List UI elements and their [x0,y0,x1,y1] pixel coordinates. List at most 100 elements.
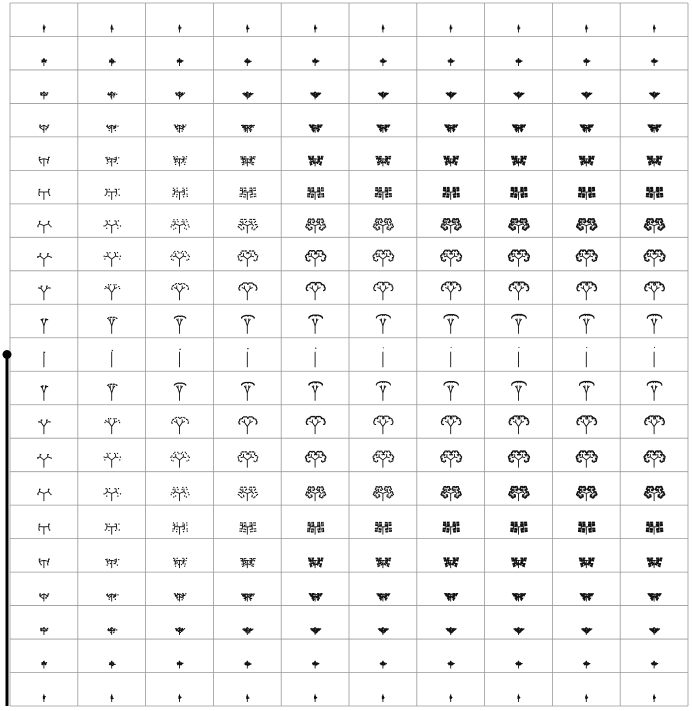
tree-leaves [646,155,663,166]
tree-leaves [440,249,463,262]
tree-cell [515,660,523,669]
tree-leaves [43,26,46,28]
tree-cell [171,282,190,301]
tree-trunk [240,453,255,468]
tree-leaves [40,318,49,321]
tree-trunk [241,523,253,535]
tree-leaves [307,155,324,166]
tree-leaves [238,282,258,291]
tree-trunk [172,220,187,234]
tree-cell [578,155,595,167]
tree-cell [372,486,394,502]
tree-cell [179,348,181,368]
tree-trunk [39,593,49,602]
tree-leaves [247,348,249,350]
tree-cell [377,91,389,100]
tree-leaves [578,557,595,568]
tree-leaves [305,281,326,292]
tree-cell [575,218,598,234]
slider-handle[interactable] [2,350,12,359]
tree-leaves [443,557,459,568]
tree-leaves [315,347,317,349]
tree-cell [583,58,591,66]
tree-leaves [238,416,258,425]
tree-cell [110,24,114,33]
tree-cell [508,485,530,502]
tree-cell [38,156,50,167]
tree-leaves [583,662,591,666]
tree-cell [240,381,255,401]
tree-cell [508,415,530,435]
tree-cell [443,155,459,167]
tree-trunk [37,488,51,502]
tree-leaves [372,450,395,463]
tree-cell [37,488,52,502]
tree-cell [110,694,114,702]
tree-leaves [576,415,598,426]
tree-cell [648,91,661,100]
tree-trunk [241,419,253,435]
tree-leaves [377,628,389,634]
tree-cell [585,694,589,702]
tree-leaves [40,92,49,97]
tree-trunk [173,285,186,301]
tree-cell [242,627,254,636]
tree-cell [575,450,598,468]
tree-trunk [379,385,387,401]
tree-cell [103,220,122,234]
tree-leaves [239,187,257,198]
tree-cell [305,415,326,435]
tree-cell [40,385,49,401]
tree-trunk [42,694,45,702]
tree-trunk [443,488,458,502]
tree-leaves [173,124,187,132]
tree-cell [38,558,50,569]
tree-cell [37,453,52,468]
tree-cell [440,450,463,468]
tree-cell [579,124,594,133]
tree-cell [576,281,598,301]
tree-trunk [515,385,522,401]
tree-cell [646,557,663,569]
tree-cell [585,347,588,368]
tree-leaves [374,521,392,533]
tree-cell [173,315,187,334]
tree-cell [517,694,521,702]
tree-leaves [579,313,595,319]
tree-trunk [445,419,457,435]
tree-cell [372,450,395,468]
tree-leaves [508,281,530,292]
tree-trunk [40,318,48,334]
tree-cell [170,451,190,468]
tree-cell [308,124,323,133]
tree-leaves [108,663,116,667]
tree-leaves [242,93,254,98]
tree-leaves [107,629,118,634]
tree-trunk [106,419,118,435]
tree-cell [646,155,663,167]
tree-cell [581,91,593,100]
tree-leaves [579,124,594,133]
tree-trunk [37,253,51,267]
tree-leaves [508,218,530,231]
tree-leaves [108,61,116,64]
tree-leaves [650,60,659,64]
tree-leaves [518,347,520,348]
tree-trunk [172,488,187,502]
tree-leaves [578,521,596,533]
tree-leaves [310,628,322,634]
gridline-layer [9,2,689,707]
tree-trunk [173,188,186,200]
tree-trunk [376,253,390,267]
tree-cell [239,187,257,200]
tree-leaves [575,218,598,231]
tree-cell [314,694,318,702]
tree-trunk [106,558,117,569]
tree-trunk [173,523,186,535]
tree-leaves [511,593,527,601]
tree-trunk [106,156,117,167]
tree-cell [38,285,51,301]
tree-leaves [314,696,318,699]
tree-cell [37,220,52,234]
tree-cell [307,521,325,535]
